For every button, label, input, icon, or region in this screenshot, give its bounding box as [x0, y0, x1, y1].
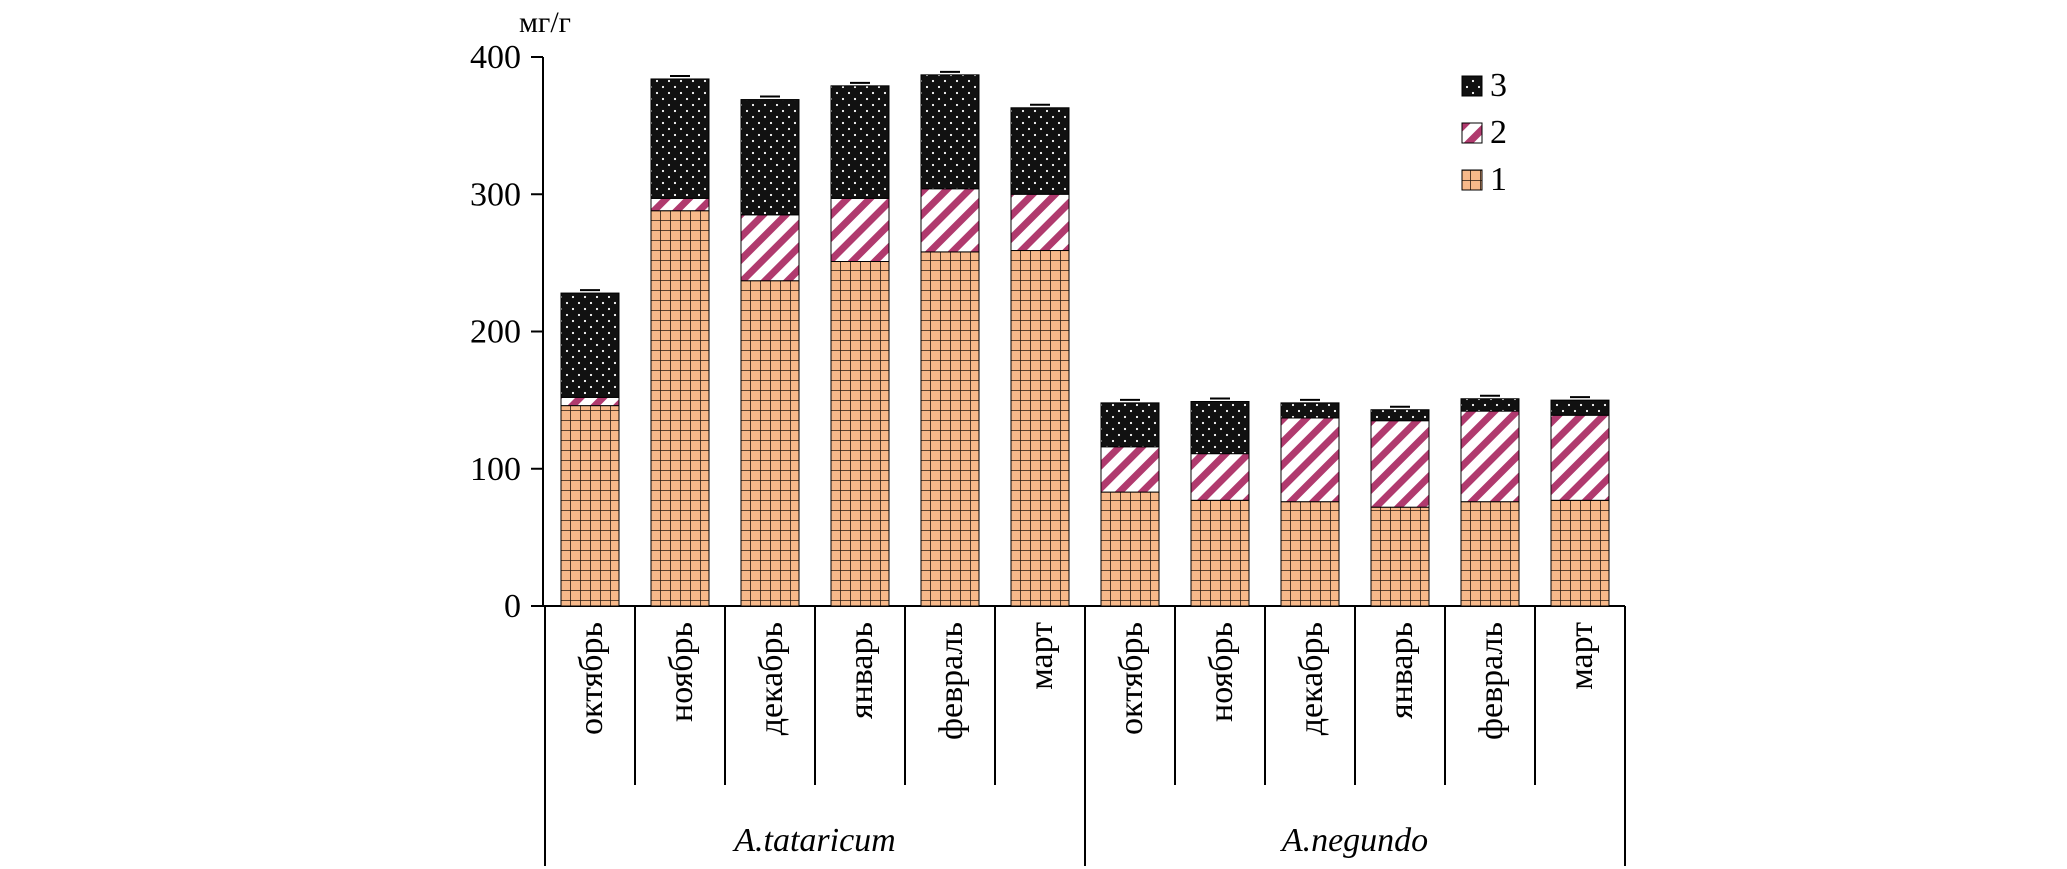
bar-segment-series-3: [1370, 409, 1430, 422]
bar-segment-series-1: [1550, 499, 1610, 607]
legend-label: 2: [1490, 114, 1507, 151]
y-tick-label: 200: [470, 314, 521, 351]
bar-segment-series-1: [650, 210, 710, 607]
bar-segment-series-1: [1100, 491, 1160, 607]
bar-segment-series-2: [650, 197, 710, 212]
x-tick-label: январь: [1383, 622, 1420, 719]
x-tick-label: февраль: [933, 622, 970, 740]
bar-segment-series-2: [1100, 446, 1160, 493]
bar-segment-series-1: [740, 280, 800, 607]
y-tick-label: 400: [470, 39, 521, 76]
bar-segment-series-1: [1280, 501, 1340, 607]
y-unit-label: мг/г: [519, 6, 571, 39]
bar-segment-series-2: [1190, 453, 1250, 501]
bar-segment-series-3: [920, 74, 980, 190]
x-tick-label: январь: [843, 622, 880, 719]
x-tick-label: декабрь: [753, 622, 790, 735]
x-tick-label: ноябрь: [1203, 622, 1240, 722]
axis-labels: 0 100 200 300 400 октябрь ноябрь декабрь январь ф…: [470, 39, 1600, 859]
legend-swatch-series-2: [1461, 122, 1483, 144]
bars: [560, 70, 1610, 607]
bar-segment-series-2: [560, 396, 620, 407]
bar-segment-series-3: [740, 99, 800, 216]
bar-segment-series-3: [1190, 400, 1250, 455]
bar-segment-series-2: [920, 188, 980, 253]
bar-segment-series-2: [1010, 193, 1070, 252]
bar-segment-series-1: [1190, 499, 1250, 607]
bar-segment-series-3: [1460, 398, 1520, 412]
bar-segment-series-3: [650, 78, 710, 199]
bar-segment-series-1: [560, 405, 620, 607]
bar-segment-series-2: [1460, 410, 1520, 503]
y-tick-label: 300: [470, 176, 521, 213]
bar-segment-series-3: [1100, 402, 1160, 448]
legend-label: 3: [1490, 67, 1507, 104]
group-label: A.negundo: [1280, 822, 1428, 859]
bar-segment-series-2: [1550, 414, 1610, 501]
x-tick-label: ноябрь: [663, 622, 700, 722]
x-tick-label: октябрь: [573, 622, 610, 735]
bar-segment-series-3: [1550, 399, 1610, 416]
legend-swatch-series-3: [1461, 75, 1483, 97]
bar-segment-series-1: [830, 261, 890, 607]
x-tick-label: март: [1563, 622, 1600, 690]
y-tick-label: 0: [504, 588, 521, 625]
bar-segment-series-3: [560, 292, 620, 398]
y-tick-label: 100: [470, 451, 521, 488]
bar-segment-series-2: [740, 214, 800, 282]
bar-segment-series-1: [1010, 250, 1070, 607]
bar-segment-series-1: [1460, 501, 1520, 607]
bar-segment-series-2: [1280, 417, 1340, 503]
group-label: A.tataricum: [732, 822, 895, 859]
legend: 3 2 1: [1461, 67, 1507, 198]
bar-segment-series-3: [1010, 107, 1070, 195]
bar-segment-series-1: [1370, 506, 1430, 607]
legend-label: 1: [1490, 161, 1507, 198]
bar-segment-series-3: [830, 85, 890, 199]
x-tick-label: октябрь: [1113, 622, 1150, 735]
x-tick-label: декабрь: [1293, 622, 1330, 735]
x-tick-label: март: [1023, 622, 1060, 690]
bar-segment-series-3: [1280, 402, 1340, 419]
bar-segment-series-2: [830, 197, 890, 263]
x-tick-label: февраль: [1473, 622, 1510, 740]
axes: [531, 56, 1626, 866]
legend-swatch-series-1: [1461, 169, 1483, 191]
bar-segment-series-1: [920, 251, 980, 607]
bar-segment-series-2: [1370, 420, 1430, 508]
